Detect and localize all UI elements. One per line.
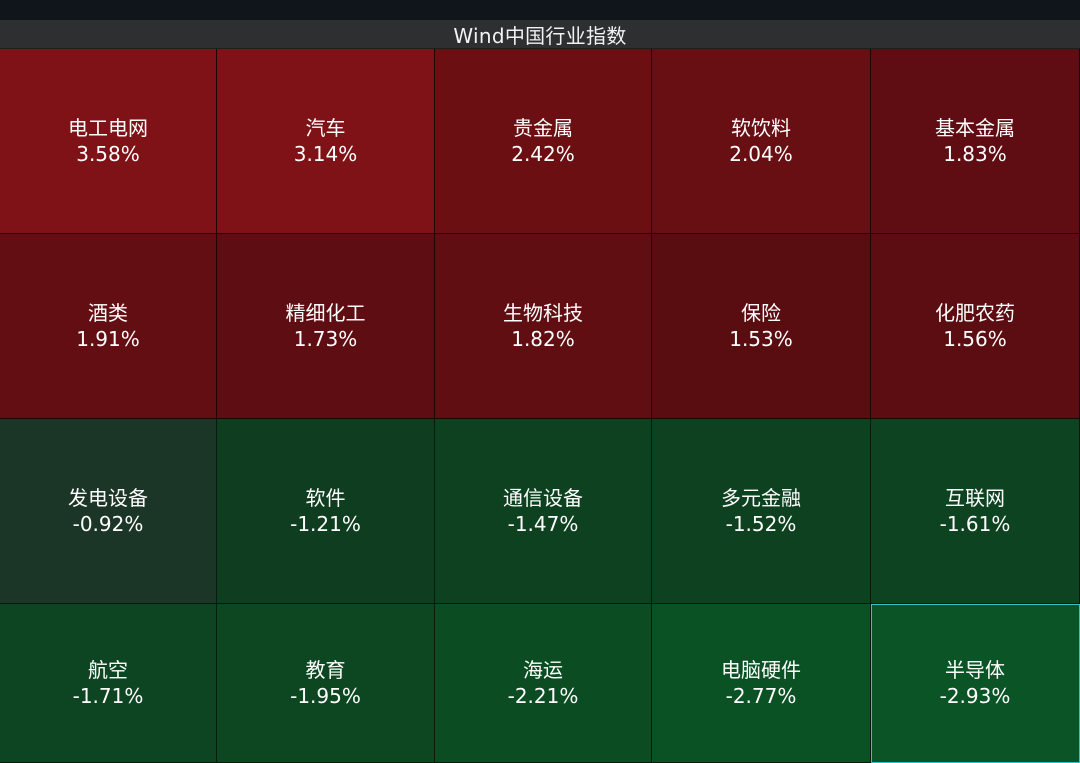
tile-change: -1.21% (290, 512, 361, 536)
tile-change: -1.47% (507, 512, 579, 536)
tile-change: 1.73% (293, 327, 358, 351)
tile-name: 发电设备 (68, 486, 148, 510)
tile[interactable]: 贵金属 2.42% (435, 49, 652, 234)
tile-change: 1.56% (943, 327, 1007, 351)
tile[interactable]: 互联网 -1.61% (871, 419, 1080, 604)
tile-change: 3.14% (293, 142, 358, 166)
tile-change: 2.42% (511, 142, 575, 166)
tile-name: 电脑硬件 (721, 658, 801, 682)
tile[interactable]: 发电设备 -0.92% (0, 419, 217, 604)
tile-name: 电工电网 (68, 116, 148, 140)
tile[interactable]: 多元金融 -1.52% (652, 419, 871, 604)
tile-name: 通信设备 (503, 486, 583, 510)
tile[interactable]: 酒类 1.91% (0, 234, 217, 419)
tile-name: 贵金属 (513, 116, 573, 140)
tile-change: 1.53% (729, 327, 793, 351)
tile[interactable]: 教育 -1.95% (217, 604, 435, 763)
tile-change: 3.58% (76, 142, 140, 166)
tile-name: 生物科技 (503, 301, 583, 325)
tile[interactable]: 生物科技 1.82% (435, 234, 652, 419)
tile[interactable]: 软饮料 2.04% (652, 49, 871, 234)
tile-change: -2.93% (939, 684, 1011, 708)
tile-name: 保险 (741, 301, 781, 325)
tile[interactable]: 通信设备 -1.47% (435, 419, 652, 604)
tile-change: -2.21% (507, 684, 579, 708)
tile-change: 1.91% (76, 327, 140, 351)
top-strip (0, 0, 1080, 20)
tile-name: 海运 (523, 658, 563, 682)
tile[interactable]: 保险 1.53% (652, 234, 871, 419)
tile-change: -1.95% (290, 684, 361, 708)
tile[interactable]: 基本金属 1.83% (871, 49, 1080, 234)
tile-name: 化肥农药 (935, 301, 1015, 325)
tile-change: -1.52% (725, 512, 797, 536)
tile-name: 精细化工 (285, 301, 366, 325)
tile-name: 多元金融 (721, 486, 801, 510)
tile-name: 软饮料 (731, 116, 791, 140)
tile[interactable]: 精细化工 1.73% (217, 234, 435, 419)
page-title: Wind中国行业指数 (453, 23, 627, 48)
tile-change: -2.77% (725, 684, 797, 708)
tile-name: 半导体 (945, 658, 1005, 682)
tile[interactable]: 航空 -1.71% (0, 604, 217, 763)
tile[interactable]: 化肥农药 1.56% (871, 234, 1080, 419)
tile[interactable]: 电工电网 3.58% (0, 49, 217, 234)
tile-name: 酒类 (88, 301, 128, 325)
tile-name: 汽车 (305, 116, 346, 140)
tile-name: 软件 (305, 486, 346, 510)
tile-change: -1.61% (939, 512, 1011, 536)
industry-heatmap-grid: 电工电网 3.58% 汽车 3.14% 贵金属 2.42% 软饮料 2.04% … (0, 49, 1080, 763)
tile-change: 1.82% (511, 327, 575, 351)
tile[interactable]: 电脑硬件 -2.77% (652, 604, 871, 763)
tile[interactable]: 半导体 -2.93% (871, 604, 1080, 763)
tile[interactable]: 软件 -1.21% (217, 419, 435, 604)
tile-change: -0.92% (72, 512, 144, 536)
tile-name: 互联网 (945, 486, 1005, 510)
tile[interactable]: 海运 -2.21% (435, 604, 652, 763)
tile-name: 基本金属 (935, 116, 1015, 140)
tile-change: 2.04% (729, 142, 793, 166)
tile[interactable]: 汽车 3.14% (217, 49, 435, 234)
tile-name: 教育 (305, 658, 346, 682)
title-bar: Wind中国行业指数 (0, 20, 1080, 49)
tile-change: -1.71% (72, 684, 144, 708)
tile-change: 1.83% (943, 142, 1007, 166)
tile-name: 航空 (88, 658, 128, 682)
